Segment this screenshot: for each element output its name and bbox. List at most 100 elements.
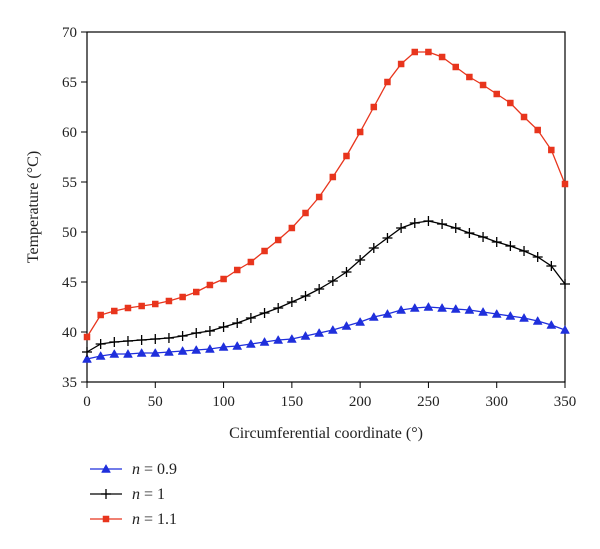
marker-plus: [150, 334, 161, 344]
marker-square: [329, 173, 337, 181]
marker-plus: [464, 228, 475, 238]
marker-triangle: [546, 319, 557, 329]
marker-plus: [259, 308, 270, 318]
marker-plus: [560, 279, 570, 289]
marker-square: [479, 81, 487, 89]
series-1: [82, 301, 570, 363]
series-line: [86, 306, 566, 360]
marker-plus: [101, 489, 111, 499]
y-tick-label: 60: [62, 125, 77, 141]
marker-square: [493, 90, 500, 98]
marker-square: [274, 236, 282, 244]
marker-plus: [519, 246, 530, 256]
legend-item-3: n = 1.1: [90, 511, 177, 528]
marker-square: [83, 333, 91, 341]
series-3: [83, 48, 569, 341]
marker-square: [138, 302, 145, 310]
marker-plus: [204, 326, 215, 336]
marker-square: [233, 266, 241, 274]
marker-square: [315, 193, 323, 201]
marker-plus: [218, 322, 229, 332]
y-tick-label: 50: [62, 225, 77, 241]
marker-square: [425, 48, 432, 56]
marker-triangle: [341, 320, 352, 330]
marker-square: [179, 293, 186, 301]
x-tick-label: 50: [148, 394, 163, 410]
marker-plus: [396, 223, 407, 233]
marker-plus: [341, 267, 352, 277]
marker-triangle: [532, 315, 543, 325]
y-axis-title: Temperature (°C): [25, 151, 42, 263]
x-tick-label: 200: [349, 394, 372, 410]
marker-plus: [478, 232, 489, 242]
marker-square: [97, 311, 104, 319]
marker-triangle: [437, 302, 448, 312]
marker-triangle: [355, 316, 366, 326]
marker-square: [356, 128, 364, 136]
marker-square: [411, 48, 419, 56]
marker-square: [438, 53, 446, 61]
marker-square: [261, 247, 268, 255]
marker-plus: [300, 291, 311, 301]
marker-square: [206, 281, 214, 289]
marker-square: [548, 146, 555, 154]
legend-var: n: [132, 511, 140, 528]
marker-triangle: [82, 353, 92, 363]
marker-plus: [273, 303, 284, 313]
marker-plus: [546, 261, 557, 271]
marker-square: [370, 103, 378, 111]
x-tick-label: 300: [485, 394, 508, 410]
marker-triangle: [136, 347, 147, 357]
marker-triangle: [491, 308, 502, 318]
marker-triangle: [232, 340, 243, 350]
y-tick-label: 65: [62, 75, 77, 91]
marker-plus: [109, 337, 120, 347]
series-2: [82, 216, 570, 357]
plot-frame: [86, 31, 566, 383]
marker-triangle: [273, 334, 284, 344]
marker-plus: [286, 297, 297, 307]
marker-triangle: [382, 308, 393, 318]
marker-triangle: [368, 311, 379, 321]
marker-triangle: [300, 330, 311, 340]
marker-square: [247, 258, 255, 266]
marker-triangle: [191, 344, 202, 354]
marker-triangle: [286, 333, 297, 343]
marker-plus: [355, 255, 366, 265]
marker-square: [288, 224, 296, 232]
marker-square: [561, 180, 569, 188]
marker-square: [220, 275, 227, 283]
marker-plus: [82, 347, 92, 357]
x-tick-label: 250: [417, 394, 440, 410]
marker-plus: [368, 243, 379, 253]
marker-triangle: [95, 350, 106, 360]
marker-plus: [382, 233, 393, 243]
marker-square: [384, 78, 391, 86]
legend-label: n = 0.9: [132, 461, 177, 478]
legend-var: n: [132, 486, 140, 503]
marker-square: [343, 152, 350, 160]
legend-var: n: [132, 461, 140, 478]
marker-triangle: [505, 310, 516, 320]
x-tick-label: 150: [281, 394, 304, 410]
x-tick-label: 100: [212, 394, 235, 410]
marker-plus: [327, 276, 338, 286]
marker-plus: [95, 339, 106, 349]
legend-label: n = 1.1: [132, 511, 177, 528]
marker-triangle: [409, 302, 420, 312]
marker-triangle: [101, 463, 111, 473]
marker-plus: [191, 328, 202, 338]
y-tick-label: 55: [62, 175, 77, 191]
marker-triangle: [109, 348, 120, 358]
marker-triangle: [478, 306, 488, 316]
marker-triangle: [519, 312, 529, 322]
series-line: [86, 51, 566, 338]
marker-triangle: [423, 301, 434, 311]
legend-value: = 0.9: [140, 461, 177, 478]
marker-plus: [437, 219, 448, 229]
marker-triangle: [259, 336, 270, 346]
marker-square: [124, 304, 132, 312]
legend-value: = 1.1: [140, 511, 177, 528]
